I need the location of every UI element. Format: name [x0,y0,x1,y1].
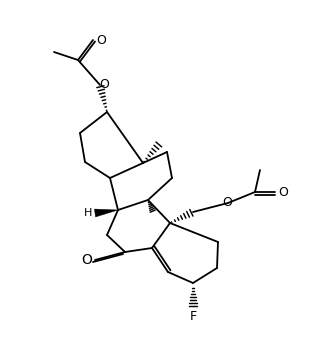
Text: O: O [99,78,109,90]
Text: O: O [82,253,92,267]
Text: O: O [278,186,288,199]
Text: O: O [96,33,106,47]
Text: F: F [189,311,197,323]
Text: H: H [84,208,92,218]
Text: O: O [222,196,232,209]
Polygon shape [95,209,118,217]
